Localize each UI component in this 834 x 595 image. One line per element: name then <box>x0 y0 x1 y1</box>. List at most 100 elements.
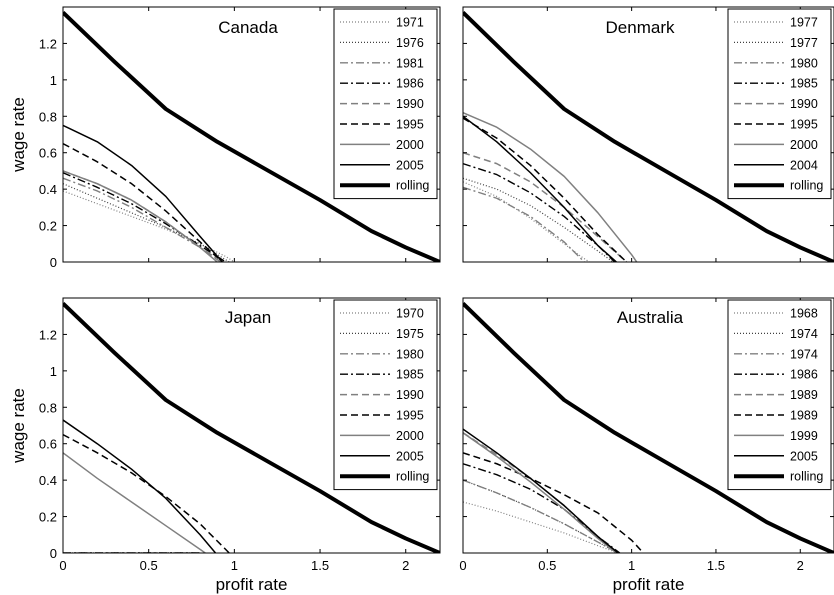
legend-label: 1974 <box>790 347 818 361</box>
legend: 1968 1974 1974 1986 1989 1989 1999 2005 rolling <box>727 299 832 491</box>
panel-japan: 0 0.5 1 1.5 2 0 0.2 0.4 0.6 0.8 1 1.2 Japan wage rate… <box>9 297 441 594</box>
legend-label: 1985 <box>790 77 818 91</box>
legend: 1970 1975 1980 1985 1990 1995 2000 2005 rolling <box>333 299 438 491</box>
legend-label: 1976 <box>396 36 424 50</box>
legend-label: 1970 <box>396 307 424 321</box>
series-line-1974 <box>463 479 619 553</box>
legend-label: 1995 <box>396 409 424 423</box>
panel-denmark: Denmark 1977 1977 1980 1985 1990 1995 2000 2004 r… <box>462 6 834 263</box>
legend-label: 1968 <box>790 307 818 321</box>
legend-label: 1986 <box>790 368 818 382</box>
legend-label: 1989 <box>790 409 818 423</box>
legend-label: 2005 <box>396 158 424 172</box>
x-tick-label: 0.5 <box>140 558 158 573</box>
legend-label: rolling <box>396 470 429 484</box>
legend-label: 1995 <box>790 118 818 132</box>
x-tick-label: 0 <box>459 558 466 573</box>
series-line-1968 <box>463 501 619 553</box>
y-tick-label: 1 <box>50 73 57 88</box>
series-line-rolling <box>463 302 834 553</box>
legend-label: 2005 <box>396 449 424 463</box>
legend-label: 2005 <box>790 449 818 463</box>
y-tick-label: 0 <box>50 255 57 270</box>
legend-label: 1980 <box>396 347 424 361</box>
y-tick-label: 0.4 <box>39 473 57 488</box>
plot-frame <box>462 6 834 263</box>
series-line-1977 <box>463 177 614 262</box>
series-line-2005 <box>463 428 619 553</box>
legend-label: 1999 <box>790 429 818 443</box>
series-line-1974 <box>463 479 619 553</box>
series-line-2000 <box>463 111 638 262</box>
series-line-1995 <box>63 142 223 262</box>
legend-label: 1989 <box>790 388 818 402</box>
series-line-1986 <box>463 463 621 553</box>
x-tick-label: 1 <box>231 558 238 573</box>
y-tick-label: 0.6 <box>39 437 57 452</box>
series-line-2000 <box>63 452 206 553</box>
legend-label: 1981 <box>396 56 424 70</box>
series-line-2004 <box>463 115 617 262</box>
x-tick-label: 1.5 <box>311 558 329 573</box>
legend-label: 1995 <box>396 118 424 132</box>
series-line-rolling <box>463 11 834 262</box>
x-tick-label: 2 <box>402 558 409 573</box>
legend-label: 1974 <box>790 327 818 341</box>
legend-label: 1990 <box>790 97 818 111</box>
series-line-rolling <box>63 302 440 553</box>
legend-label: 1977 <box>790 16 818 30</box>
y-axis-label: wage rate <box>9 388 28 464</box>
y-tick-label: 0.2 <box>39 219 57 234</box>
legend: 1977 1977 1980 1985 1990 1995 2000 2004 rolling <box>727 8 832 200</box>
y-tick-label: 0.6 <box>39 146 57 161</box>
legend-label: 1971 <box>396 16 424 30</box>
x-axis-label: profit rate <box>216 575 288 594</box>
y-tick-label: 1.2 <box>39 327 57 342</box>
legend-label: 2000 <box>790 138 818 152</box>
legend-label: 1990 <box>396 388 424 402</box>
series-line-1977 <box>463 181 590 262</box>
series-line-2005 <box>63 124 223 262</box>
y-tick-label: 1 <box>50 364 57 379</box>
series-line-1990 <box>63 170 222 262</box>
y-tick-label: 0 <box>50 546 57 561</box>
x-tick-label: 0.5 <box>538 558 556 573</box>
legend-label: rolling <box>396 179 429 193</box>
panel-title: Canada <box>218 18 278 37</box>
series-line-1989 <box>463 452 644 553</box>
legend-label: 1985 <box>396 368 424 382</box>
plot-frame <box>62 6 441 263</box>
panel-title: Denmark <box>606 18 675 37</box>
legend-label: 1975 <box>396 327 424 341</box>
plot-frame <box>462 297 834 554</box>
legend-label: 2004 <box>790 158 818 172</box>
y-axis-label: wage rate <box>9 97 28 173</box>
x-tick-label: 1.5 <box>707 558 725 573</box>
series-line-1999 <box>463 432 617 553</box>
plot-frame <box>62 297 441 554</box>
legend-label: 1986 <box>396 77 424 91</box>
legend-label: 2000 <box>396 138 424 152</box>
y-tick-label: 0.4 <box>39 182 57 197</box>
series-line-rolling <box>63 11 440 262</box>
panel-title: Australia <box>617 308 684 327</box>
panel-canada: 0 0.2 0.4 0.6 0.8 1 1.2 Canada wage rate 1971 1976… <box>9 6 441 270</box>
legend: 1971 1976 1981 1986 1990 1995 2000 2005 rolling <box>333 8 438 200</box>
x-tick-label: 2 <box>797 558 804 573</box>
legend-label: 1977 <box>790 36 818 50</box>
panel-australia: 0 0.5 1 1.5 2 Australia profit rate 1968 1974 197… <box>459 297 834 594</box>
series-line-2000 <box>63 170 218 262</box>
y-tick-label: 0.8 <box>39 109 57 124</box>
legend-label: rolling <box>790 179 823 193</box>
y-tick-label: 1.2 <box>39 36 57 51</box>
legend-label: 1980 <box>790 56 818 70</box>
series-line-2005 <box>63 419 217 553</box>
x-tick-label: 1 <box>628 558 635 573</box>
panel-title: Japan <box>225 308 271 327</box>
series-line-1995 <box>63 433 230 553</box>
series-line-1971 <box>63 190 235 262</box>
x-tick-label: 0 <box>59 558 66 573</box>
series-line-1990 <box>463 151 628 262</box>
legend-label: rolling <box>790 470 823 484</box>
y-tick-label: 0.2 <box>39 510 57 525</box>
